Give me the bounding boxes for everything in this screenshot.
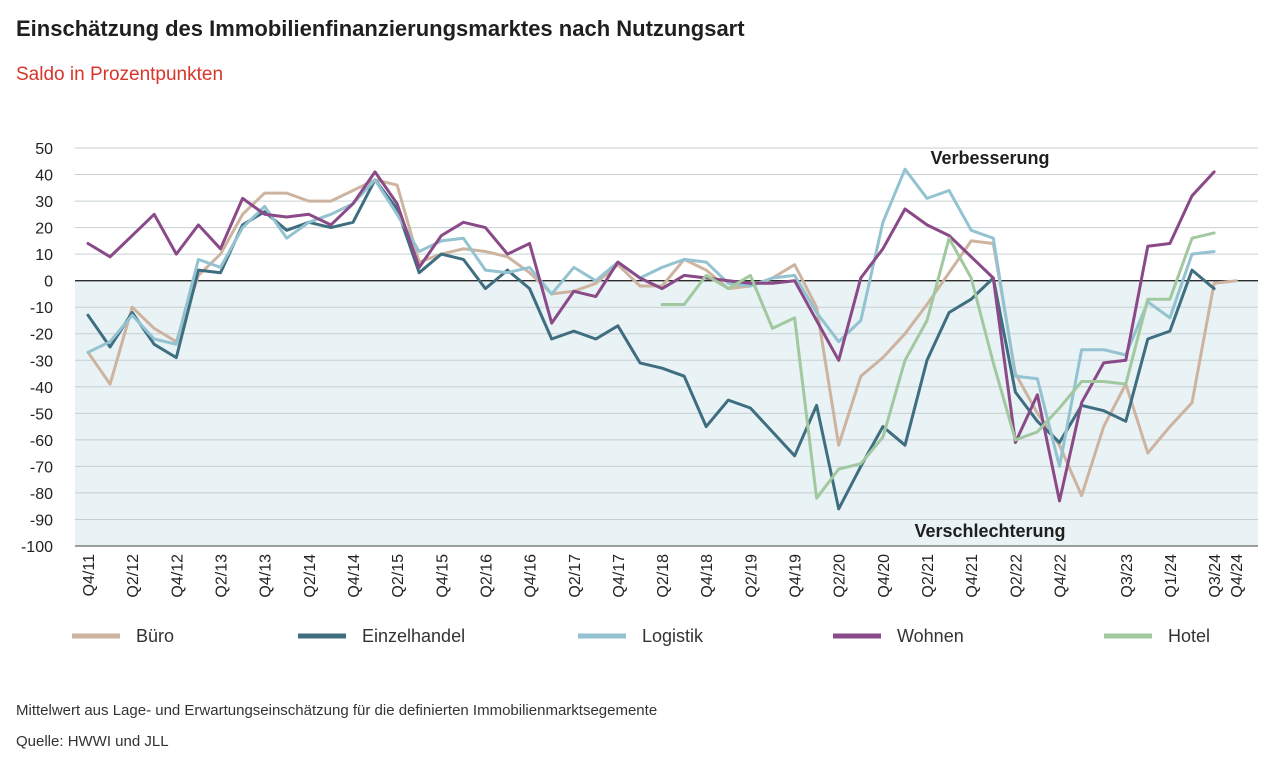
x-axis: Q4/11 Q2/12 Q4/12 Q2/13 Q4/13 Q2/14 Q4/14 Q2/15… — [75, 545, 1258, 598]
x-tick-label: Q4/19 — [788, 554, 805, 598]
x-tick-label: Q3/24 — [1207, 554, 1224, 598]
footnote: Mittelwert aus Lage- und Erwartungseinsc… — [16, 702, 658, 719]
x-tick-label: Q4/20 — [876, 554, 893, 598]
x-tick-label: Q4/22 — [1053, 554, 1070, 598]
legend-item-wohnen: Wohnen — [833, 626, 964, 646]
legend-label: Einzelhandel — [362, 626, 465, 646]
x-tick-label: Q2/18 — [655, 554, 672, 598]
legend-label: Hotel — [1168, 626, 1210, 646]
y-tick-label: 40 — [35, 168, 53, 185]
x-tick-label: Q2/15 — [390, 554, 407, 598]
y-tick-label: 30 — [35, 194, 53, 211]
x-tick-label: Q4/17 — [611, 554, 628, 598]
y-axis: 50 40 30 20 10 0 -10 -20 -30 -40 -50 -60 -70 -80 -90 -1… — [21, 141, 53, 556]
x-tick-label: Q2/19 — [743, 554, 760, 598]
y-tick-label: 50 — [35, 141, 53, 158]
legend-label: Büro — [136, 626, 174, 646]
y-tick-label: -40 — [30, 380, 53, 397]
series-lines — [86, 167, 1238, 511]
x-tick-label: Q2/12 — [125, 554, 142, 598]
y-tick-label: 0 — [44, 274, 53, 291]
y-tick-label: -70 — [30, 459, 53, 476]
x-tick-label: Q2/21 — [920, 554, 937, 598]
x-tick-label: Q4/14 — [346, 554, 363, 598]
source-note: Quelle: HWWI und JLL — [16, 733, 169, 750]
line-chart: 50 40 30 20 10 0 -10 -20 -30 -40 -50 -60 -70 -80 -90 -1… — [21, 141, 1258, 646]
y-tick-label: -10 — [30, 300, 53, 317]
y-tick-label: 10 — [35, 247, 53, 264]
x-tick-label: Q1/24 — [1163, 554, 1180, 598]
chart-subtitle: Saldo in Prozentpunkten — [16, 64, 224, 85]
legend-item-einzelhandel: Einzelhandel — [298, 626, 465, 646]
series-line-logistik — [86, 167, 1216, 468]
x-tick-label: Q2/17 — [567, 554, 584, 598]
x-tick-label: Q2/22 — [1008, 554, 1025, 598]
y-tick-label: -30 — [30, 353, 53, 370]
y-tick-label: -50 — [30, 406, 53, 423]
series-line-hotel — [660, 231, 1216, 500]
x-tick-label: Q4/24 — [1229, 554, 1246, 598]
annotation-verbesserung: Verbesserung — [930, 148, 1049, 168]
series-line-wohnen — [86, 170, 1216, 503]
x-tick-label: Q4/11 — [81, 554, 98, 597]
y-tick-label: -80 — [30, 486, 53, 503]
x-tick-label: Q4/16 — [523, 554, 540, 598]
legend-label: Wohnen — [897, 626, 964, 646]
annotation-verschlechterung: Verschlechterung — [914, 521, 1065, 541]
x-tick-label: Q2/14 — [302, 554, 319, 598]
x-tick-label: Q4/15 — [434, 554, 451, 598]
y-tick-label: -20 — [30, 327, 53, 344]
y-tick-label: 20 — [35, 221, 53, 238]
y-tick-label: -60 — [30, 433, 53, 450]
x-tick-label: Q4/13 — [258, 554, 275, 598]
x-tick-label: Q2/20 — [832, 554, 849, 598]
legend-label: Logistik — [642, 626, 704, 646]
legend-item-logistik: Logistik — [578, 626, 704, 646]
x-tick-label: Q2/16 — [478, 554, 495, 598]
y-tick-label: -90 — [30, 512, 53, 529]
x-tick-label: Q2/13 — [213, 554, 230, 598]
legend: Büro Einzelhandel Logistik Wohnen Hotel — [72, 626, 1210, 646]
chart-title: Einschätzung des Immobilienfinanzierungs… — [16, 16, 745, 41]
x-tick-label: Q4/21 — [964, 554, 981, 598]
legend-item-büro: Büro — [72, 626, 174, 646]
x-tick-label: Q3/23 — [1119, 554, 1136, 598]
legend-item-hotel: Hotel — [1104, 626, 1210, 646]
x-tick-label: Q4/12 — [169, 554, 186, 598]
y-tick-label: -100 — [21, 539, 53, 556]
x-tick-label: Q4/18 — [699, 554, 716, 598]
